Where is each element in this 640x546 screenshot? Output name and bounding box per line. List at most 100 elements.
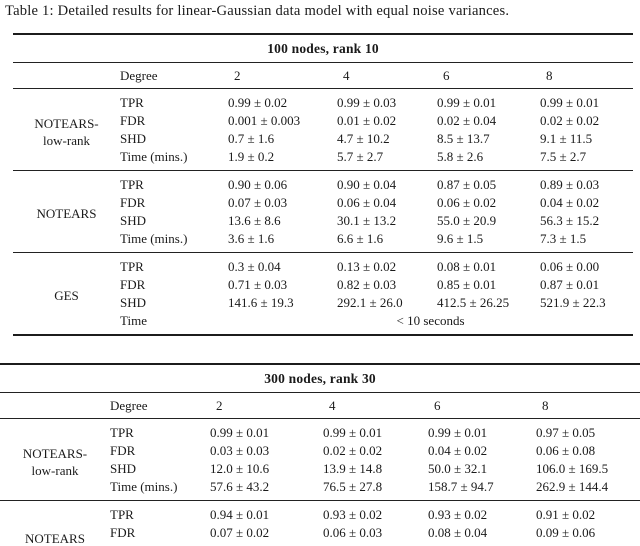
algorithm-label-text: NOTEARS <box>0 530 110 546</box>
metric-value: 0.07 ± 0.03 <box>228 195 288 210</box>
metric-value: 0.91 ± 0.02 <box>536 507 596 522</box>
metric-value: 412.5 ± 26.25 <box>437 295 510 310</box>
metric-name: SHD <box>120 213 147 228</box>
metric-value: 0.03 ± 0.03 <box>210 443 270 458</box>
metric-name: TPR <box>110 507 134 522</box>
metric-value: 7.3 ± 1.5 <box>540 231 587 246</box>
metric-value: 0.3 ± 0.04 <box>228 259 281 274</box>
algorithm-label-text: NOTEARS-low-rank <box>0 445 110 479</box>
metric-value: 4.7 ± 10.2 <box>337 131 390 146</box>
algorithm-block: NOTEARS TPR 0.90 ± 0.06 0.90 ± 0.04 0.87 ± 0… <box>13 170 634 253</box>
time-span-value: < 10 seconds <box>396 313 465 328</box>
metric-value: 3.6 ± 1.6 <box>228 231 275 246</box>
degree-value: 6 <box>428 392 536 419</box>
metric-value: 0.87 ± 0.01 <box>540 277 600 292</box>
metric-value: 262.9 ± 144.4 <box>536 479 609 494</box>
metric-value: 13.6 ± 8.6 <box>228 213 281 228</box>
metric-value: 0.02 ± 0.02 <box>540 113 600 128</box>
algorithm-block: GES TPR 0.3 ± 0.04 0.13 ± 0.02 0.08 ± 0.01 0.… <box>13 252 634 336</box>
algorithm-label-line: NOTEARS <box>25 531 85 546</box>
degree-value: 2 <box>228 62 337 89</box>
degree-header-spacer <box>13 62 120 89</box>
degree-header-row: Degree 2 4 6 8 <box>0 392 640 419</box>
metric-row: FDR 0.71 ± 0.03 0.82 ± 0.03 0.85 ± 0.01 0.87… <box>13 276 633 294</box>
metric-value: 0.06 ± 0.08 <box>536 443 596 458</box>
metric-value: 8.5 ± 13.7 <box>437 131 490 146</box>
metric-row: FDR 0.07 ± 0.03 0.06 ± 0.04 0.06 ± 0.02 0.04… <box>13 194 633 212</box>
table-title-row: 300 nodes, rank 30 <box>0 364 640 393</box>
metric-value: 0.99 ± 0.01 <box>323 425 383 440</box>
metric-value: 0.02 ± 0.02 <box>323 443 383 458</box>
metric-row: Time (mins.) 57.6 ± 43.2 76.5 ± 27.8 158.7 … <box>0 478 640 501</box>
degree-label: Degree <box>120 62 228 89</box>
algorithm-label-text: NOTEARS <box>13 205 120 222</box>
metric-value: 0.89 ± 0.03 <box>540 177 600 192</box>
metric-value: 0.99 ± 0.01 <box>540 95 600 110</box>
algorithm-label-line: NOTEARS- <box>22 445 88 461</box>
metric-value: 7.5 ± 2.7 <box>540 149 587 164</box>
metric-value: 0.13 ± 0.02 <box>337 259 397 274</box>
metric-value: 0.09 ± 0.06 <box>536 525 596 540</box>
metric-value: 12.0 ± 10.6 <box>210 461 270 476</box>
metric-value: 158.7 ± 94.7 <box>428 479 494 494</box>
tables-container: 100 nodes, rank 10 Degree 2 4 6 8 NOTEARS-low-… <box>0 33 640 546</box>
metric-name: TPR <box>120 177 144 192</box>
degree-value: 6 <box>437 62 540 89</box>
metric-value: 106.0 ± 169.5 <box>536 461 609 476</box>
degree-value: 8 <box>540 62 634 89</box>
metric-row: FDR 0.03 ± 0.03 0.02 ± 0.02 0.04 ± 0.02 0.06… <box>0 442 640 460</box>
metric-value: 0.99 ± 0.02 <box>228 95 288 110</box>
metric-value: 0.82 ± 0.03 <box>337 277 397 292</box>
metric-name: FDR <box>110 525 136 540</box>
metric-value: 5.8 ± 2.6 <box>437 149 484 164</box>
metric-value: 9.6 ± 1.5 <box>437 231 484 246</box>
metric-row: NOTEARS TPR 0.90 ± 0.06 0.90 ± 0.04 0.87 ± 0… <box>13 171 633 221</box>
metric-name: FDR <box>110 443 136 458</box>
algorithm-label-line: low-rank <box>43 133 90 148</box>
metric-value: 0.85 ± 0.01 <box>437 277 497 292</box>
metric-row: Time < 10 seconds <box>13 312 633 335</box>
metric-name: SHD <box>120 295 147 310</box>
degree-value: 4 <box>323 392 428 419</box>
metric-value: 141.6 ± 19.3 <box>228 295 294 310</box>
metric-value: 13.9 ± 14.8 <box>323 461 383 476</box>
metric-value: 0.99 ± 0.03 <box>337 95 397 110</box>
metric-row: GES TPR 0.3 ± 0.04 0.13 ± 0.02 0.08 ± 0.01 0.… <box>13 253 633 303</box>
metric-name: Time (mins.) <box>110 479 178 494</box>
metric-value: 30.1 ± 13.2 <box>337 213 397 228</box>
metric-value: 0.94 ± 0.01 <box>210 507 270 522</box>
metric-value: 0.93 ± 0.02 <box>323 507 383 522</box>
metric-value: 55.0 ± 20.9 <box>437 213 497 228</box>
degree-label: Degree <box>110 392 210 419</box>
metric-value: 0.90 ± 0.04 <box>337 177 397 192</box>
metric-value: 0.97 ± 0.05 <box>536 425 596 440</box>
algorithm-label-line: NOTEARS- <box>34 115 99 131</box>
metric-value: 0.99 ± 0.01 <box>210 425 270 440</box>
metric-value: 0.08 ± 0.01 <box>437 259 497 274</box>
metric-name: FDR <box>120 195 146 210</box>
results-table-2: 300 nodes, rank 30 Degree 2 4 6 8 NOTEARS-low-… <box>0 363 640 546</box>
metric-name: Time (mins.) <box>120 231 188 246</box>
degree-value: 8 <box>536 392 640 419</box>
metric-row: SHD 141.6 ± 19.3 292.1 ± 26.0 412.5 ± 26.25… <box>13 294 633 312</box>
metric-row: FDR 0.001 ± 0.003 0.01 ± 0.02 0.02 ± 0.04 0.… <box>13 112 633 130</box>
metric-value: 56.3 ± 15.2 <box>540 213 600 228</box>
metric-value: 0.7 ± 1.6 <box>228 131 275 146</box>
metric-value: 0.99 ± 0.01 <box>437 95 497 110</box>
metric-value: 0.06 ± 0.04 <box>337 195 397 210</box>
table-header: 300 nodes, rank 30 Degree 2 4 6 8 <box>0 364 640 419</box>
algorithm-block: NOTEARS TPR 0.94 ± 0.01 0.93 ± 0.02 0.93 ± 0… <box>0 500 640 546</box>
metric-value: 0.001 ± 0.003 <box>228 113 301 128</box>
table-title: 300 nodes, rank 30 <box>0 364 640 393</box>
metric-row: NOTEARS TPR 0.94 ± 0.01 0.93 ± 0.02 0.93 ± 0… <box>0 501 640 546</box>
algorithm-label-line: GES <box>54 288 79 304</box>
algorithm-label-text: GES <box>13 287 120 304</box>
algorithm-label: NOTEARS <box>13 171 120 253</box>
metric-value: 0.99 ± 0.01 <box>428 425 488 440</box>
metric-row: SHD 0.7 ± 1.6 4.7 ± 10.2 8.5 ± 13.7 9.1 ± 11… <box>13 130 633 148</box>
algorithm-label-text: NOTEARS-low-rank <box>13 115 120 149</box>
metric-value: 0.04 ± 0.02 <box>540 195 600 210</box>
metric-value: 50.0 ± 32.1 <box>428 461 488 476</box>
metric-value: 5.7 ± 2.7 <box>337 149 384 164</box>
metric-value: 1.9 ± 0.2 <box>228 149 275 164</box>
